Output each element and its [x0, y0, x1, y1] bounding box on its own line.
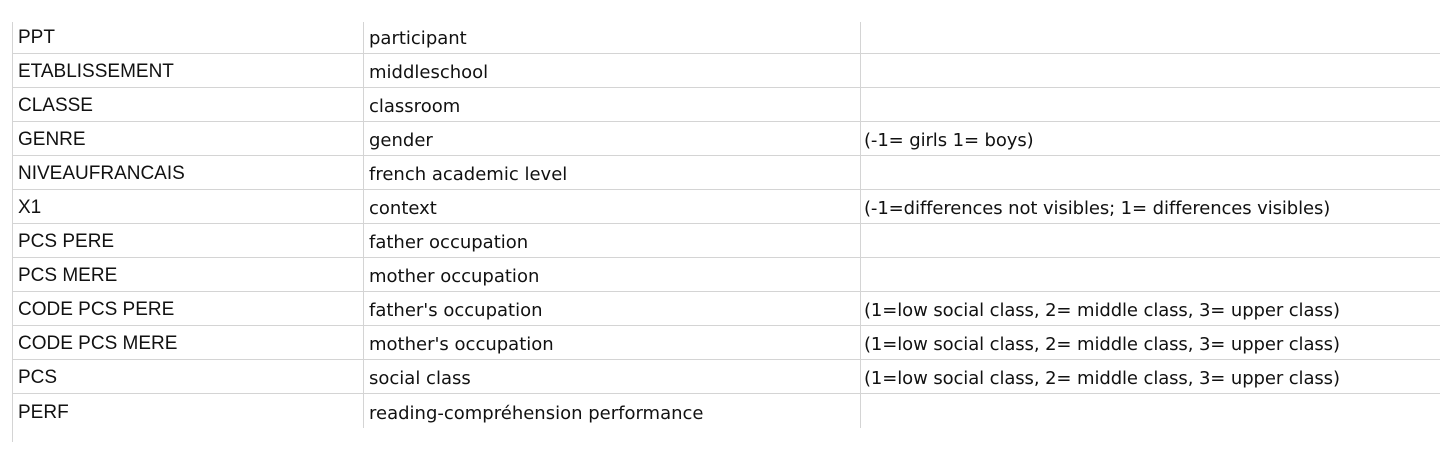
cell-description[interactable]: french academic level	[364, 156, 861, 189]
cell-coding[interactable]	[861, 224, 1440, 257]
cell-description[interactable]: classroom	[364, 88, 861, 121]
table-row: CODE PCS MERE mother's occupation (1=low…	[12, 326, 1440, 360]
cell-variable[interactable]: CLASSE	[12, 88, 364, 121]
table-row: PCS MERE mother occupation	[12, 258, 1440, 292]
cell-description[interactable]: participant	[364, 22, 861, 53]
cell-variable[interactable]: PCS MERE	[12, 258, 364, 291]
cell-variable[interactable]: PCS	[12, 360, 364, 393]
cell-coding[interactable]: (1=low social class, 2= middle class, 3=…	[864, 368, 1340, 389]
cell-variable[interactable]: CODE PCS PERE	[12, 292, 364, 325]
cell-coding[interactable]: (1=low social class, 2= middle class, 3=…	[864, 300, 1340, 321]
table-row: ETABLISSEMENT middleschool	[12, 54, 1440, 88]
cell-description[interactable]: context	[364, 190, 861, 223]
cell-variable[interactable]: PERF	[12, 394, 364, 428]
table-row: NIVEAUFRANCAIS french academic level	[12, 156, 1440, 190]
cell-description[interactable]: mother's occupation	[364, 326, 861, 359]
table-row: PCS PERE father occupation	[12, 224, 1440, 258]
cell-description[interactable]: father occupation	[364, 224, 861, 257]
table-row: CODE PCS PERE father's occupation (1=low…	[12, 292, 1440, 326]
cell-description[interactable]: reading-compréhension performance	[364, 394, 861, 428]
cell-variable[interactable]: GENRE	[12, 122, 364, 155]
cell-coding[interactable]	[861, 156, 1440, 189]
cell-description[interactable]: gender	[364, 122, 861, 155]
table-row: PCS social class (1=low social class, 2=…	[12, 360, 1440, 394]
cell-variable[interactable]: PCS PERE	[12, 224, 364, 257]
cell-coding[interactable]	[861, 394, 1440, 428]
cell-variable[interactable]: PPT	[12, 22, 364, 53]
table-row: CLASSE classroom	[12, 88, 1440, 122]
cell-coding[interactable]: (-1=differences not visibles; 1= differe…	[864, 198, 1331, 219]
cell-description[interactable]: mother occupation	[364, 258, 861, 291]
cell-variable[interactable]: CODE PCS MERE	[12, 326, 364, 359]
cell-coding[interactable]: (1=low social class, 2= middle class, 3=…	[864, 334, 1340, 355]
table-row: PERF reading-compréhension performance	[12, 394, 1440, 428]
table-row: PPT participant	[12, 22, 1440, 54]
cell-description[interactable]: father's occupation	[364, 292, 861, 325]
cell-coding[interactable]	[861, 88, 1440, 121]
table-row: X1 context (-1=differences not visibles;…	[12, 190, 1440, 224]
cell-coding[interactable]	[861, 258, 1440, 291]
cell-coding[interactable]	[861, 54, 1440, 87]
cell-coding[interactable]: (-1= girls 1= boys)	[864, 130, 1034, 151]
table-row: GENRE gender (-1= girls 1= boys)	[12, 122, 1440, 156]
cell-description[interactable]: middleschool	[364, 54, 861, 87]
cell-variable[interactable]: X1	[12, 190, 364, 223]
cell-coding[interactable]	[861, 22, 1440, 53]
cell-variable[interactable]: NIVEAUFRANCAIS	[12, 156, 364, 189]
spreadsheet-grid: PPT participant ETABLISSEMENT middlescho…	[12, 22, 1440, 442]
cell-description[interactable]: social class	[364, 360, 861, 393]
cell-variable[interactable]: ETABLISSEMENT	[12, 54, 364, 87]
